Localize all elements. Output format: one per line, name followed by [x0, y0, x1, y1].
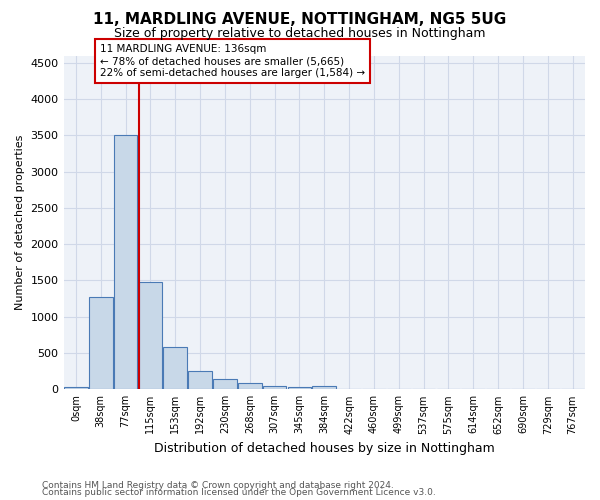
Bar [114, 136, 137, 390]
Bar [213, 379, 237, 390]
Text: Contains HM Land Registry data © Crown copyright and database right 2024.: Contains HM Land Registry data © Crown c… [42, 480, 394, 490]
Bar [89, 297, 113, 390]
X-axis label: Distribution of detached houses by size in Nottingham: Distribution of detached houses by size … [154, 442, 494, 455]
Bar [139, 282, 162, 390]
Text: Size of property relative to detached houses in Nottingham: Size of property relative to detached ho… [114, 28, 486, 40]
Bar [238, 383, 262, 390]
Bar [313, 386, 336, 390]
Bar [287, 387, 311, 390]
Bar [263, 386, 286, 390]
Text: 11, MARDLING AVENUE, NOTTINGHAM, NG5 5UG: 11, MARDLING AVENUE, NOTTINGHAM, NG5 5UG [94, 12, 506, 28]
Bar [163, 347, 187, 390]
Bar [188, 371, 212, 390]
Y-axis label: Number of detached properties: Number of detached properties [15, 135, 25, 310]
Text: 11 MARDLING AVENUE: 136sqm
← 78% of detached houses are smaller (5,665)
22% of s: 11 MARDLING AVENUE: 136sqm ← 78% of deta… [100, 44, 365, 78]
Bar [64, 387, 88, 390]
Text: Contains public sector information licensed under the Open Government Licence v3: Contains public sector information licen… [42, 488, 436, 497]
